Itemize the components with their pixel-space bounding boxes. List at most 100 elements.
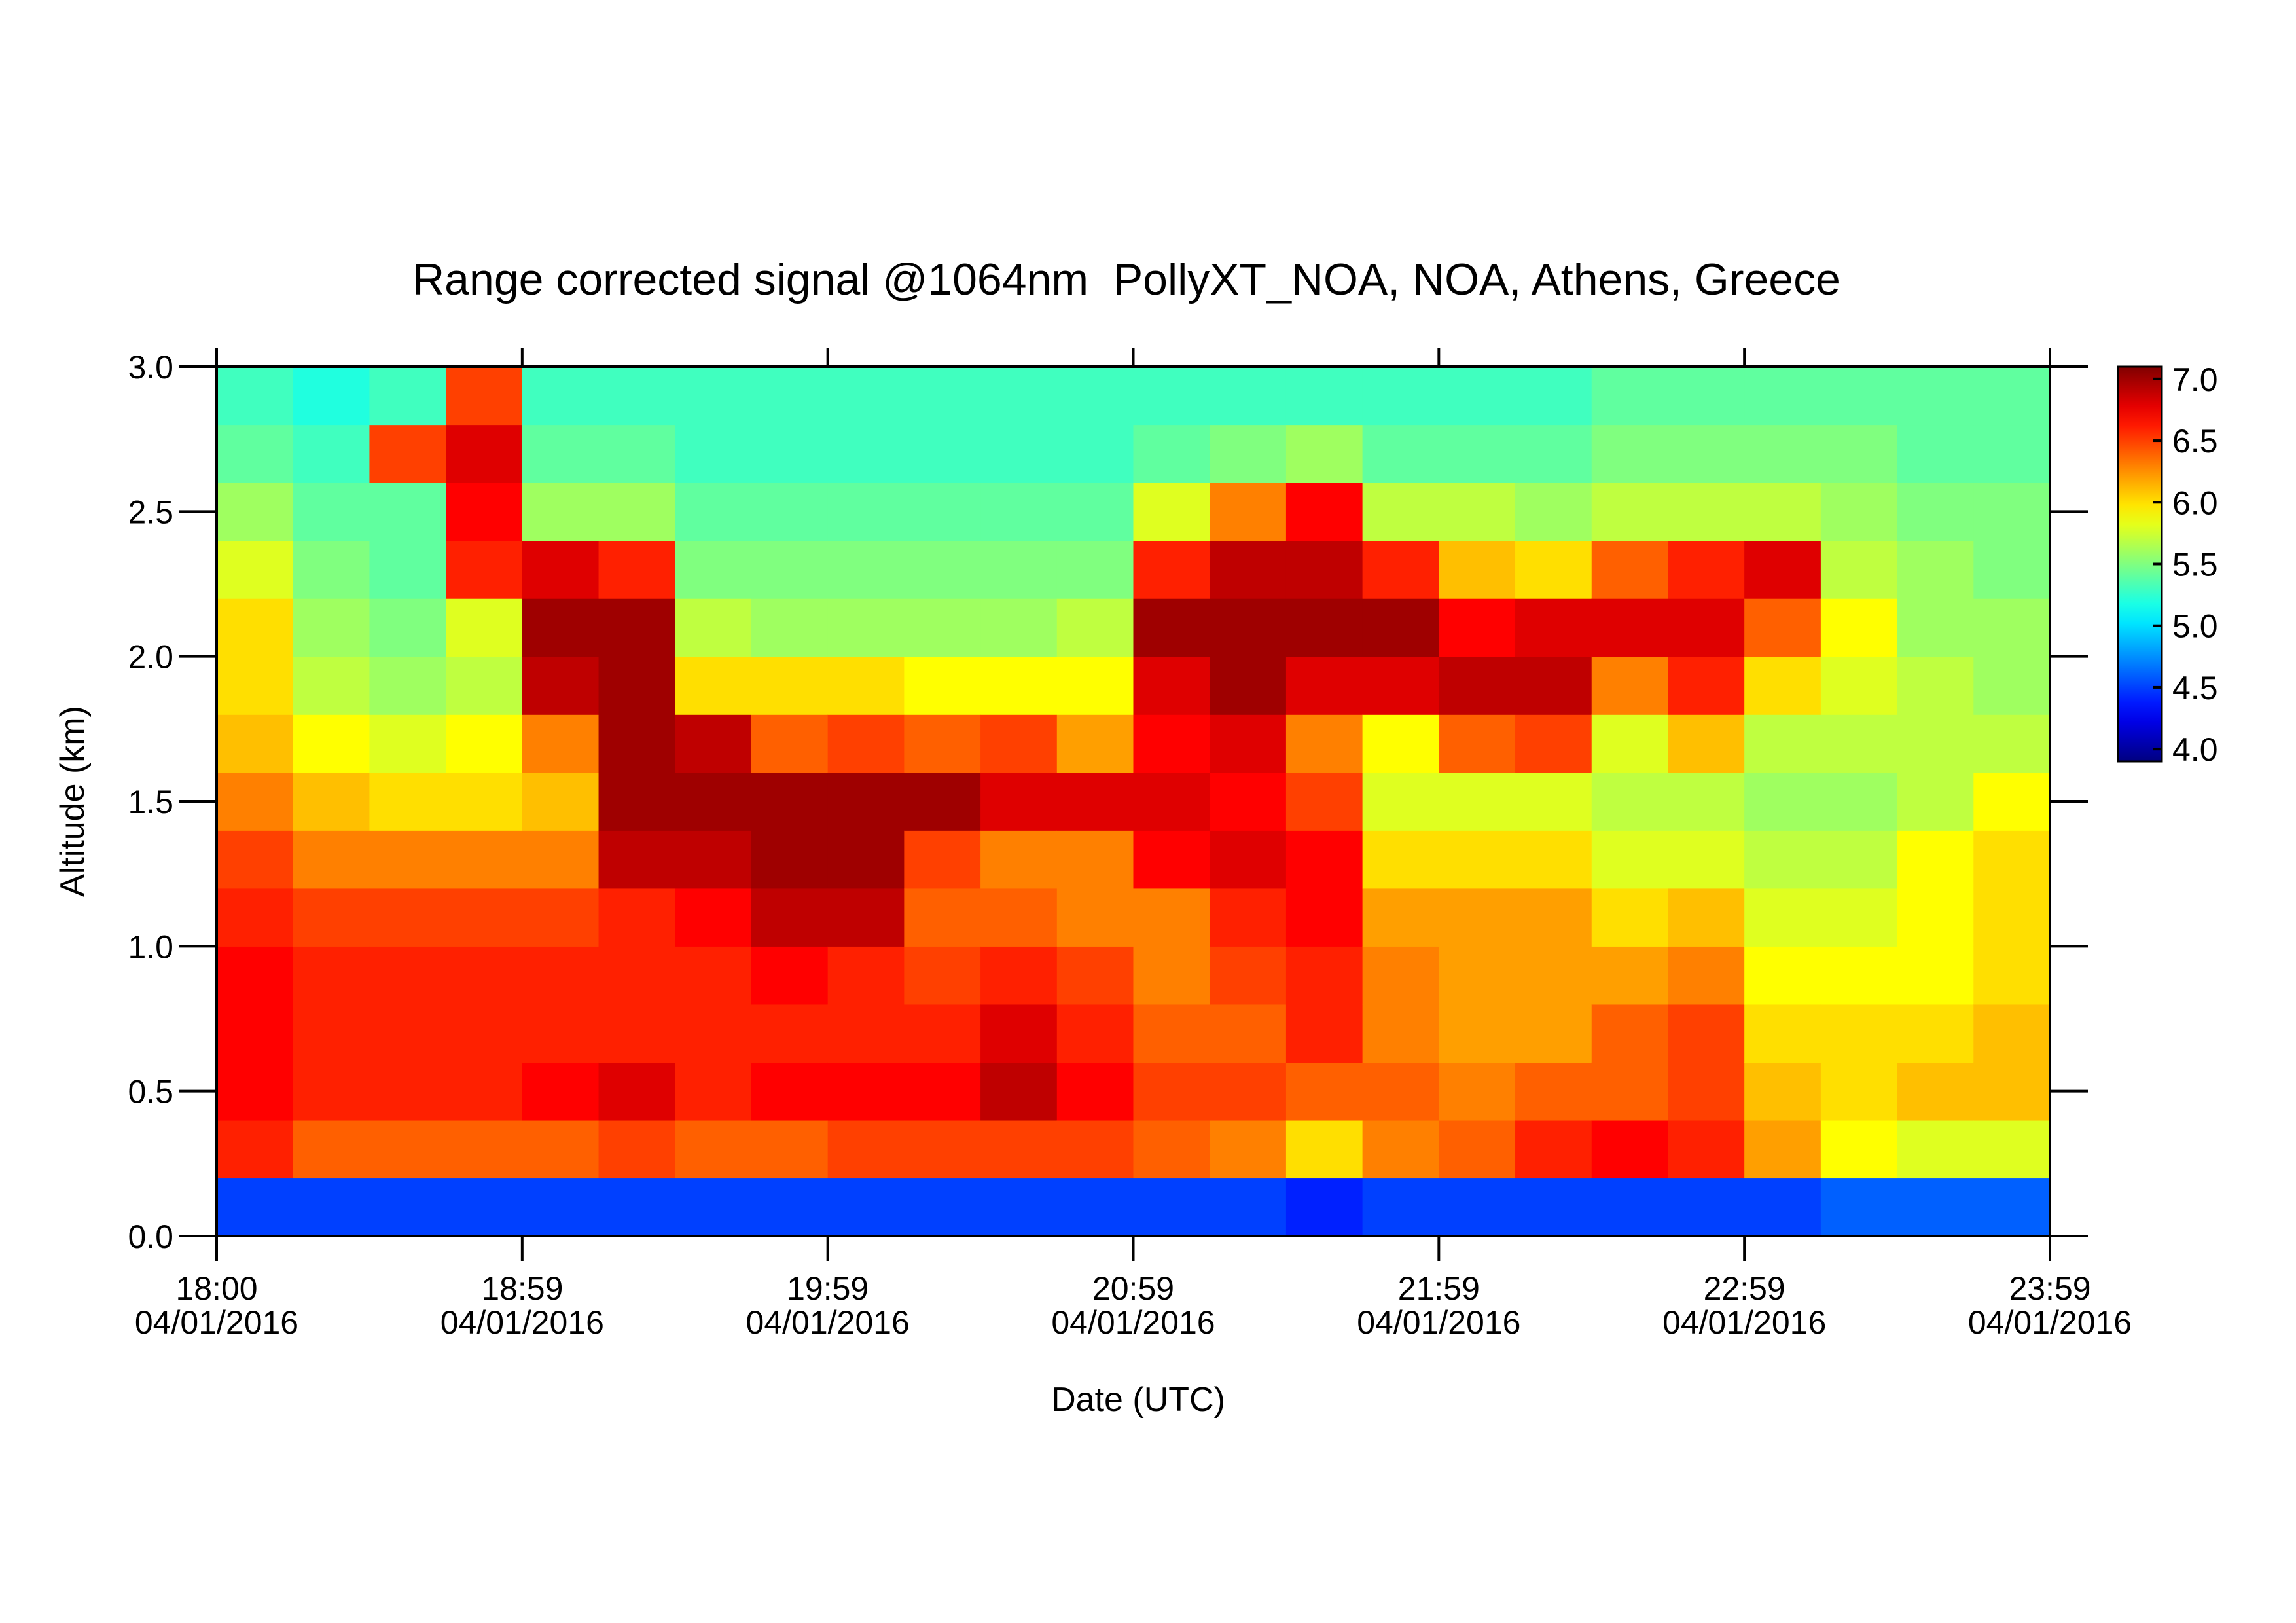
heatmap-cell xyxy=(1285,1062,1363,1121)
heatmap-cell xyxy=(1515,483,1592,541)
heatmap-cell xyxy=(1133,1004,1210,1063)
heatmap-cell xyxy=(904,1062,981,1121)
heatmap-cell xyxy=(293,424,370,483)
heatmap-cell xyxy=(369,1120,446,1179)
heatmap-cell xyxy=(827,1178,905,1237)
heatmap-cell xyxy=(751,1120,829,1179)
heatmap-cell xyxy=(1285,772,1363,831)
heatmap-cell xyxy=(369,830,446,889)
heatmap-cell xyxy=(904,714,981,773)
heatmap-cell xyxy=(446,367,523,426)
chart-title: Range corrected signal @1064nm PollyXT_N… xyxy=(412,255,1840,304)
heatmap-cell xyxy=(675,772,752,831)
heatmap-cell xyxy=(217,1178,294,1237)
heatmap-cell xyxy=(1668,1120,1745,1179)
heatmap-cell xyxy=(293,714,370,773)
heatmap-cell xyxy=(827,1004,905,1063)
heatmap-cell xyxy=(598,1120,675,1179)
heatmap-cell xyxy=(1210,830,1287,889)
heatmap-cell xyxy=(369,483,446,541)
heatmap-cell xyxy=(1362,888,1439,947)
heatmap-cell xyxy=(1362,1120,1439,1179)
heatmap-cell xyxy=(1439,1062,1516,1121)
heatmap-cell xyxy=(980,1004,1058,1063)
colorbar-tick-label: 5.5 xyxy=(2172,547,2218,583)
heatmap-cell xyxy=(598,656,675,715)
heatmap-cell xyxy=(1744,424,1821,483)
y-tick-label: 2.0 xyxy=(128,639,173,676)
heatmap-cell xyxy=(1133,540,1210,599)
heatmap-cell xyxy=(446,1120,523,1179)
heatmap-cell xyxy=(980,540,1058,599)
y-tick-label: 0.5 xyxy=(128,1074,173,1110)
heatmap-cell xyxy=(293,540,370,599)
heatmap-cell xyxy=(293,1004,370,1063)
heatmap-cell xyxy=(1285,946,1363,1005)
heatmap-cell xyxy=(446,1062,523,1121)
heatmap-cell xyxy=(1515,830,1592,889)
heatmap-cell xyxy=(1133,1062,1210,1121)
heatmap-cell xyxy=(1439,830,1516,889)
heatmap-cell xyxy=(217,1062,294,1121)
colorbar-tick-label: 4.5 xyxy=(2172,670,2218,706)
y-tick-label: 1.5 xyxy=(128,784,173,820)
heatmap-cell xyxy=(675,1178,752,1237)
heatmap-cell xyxy=(1285,1004,1363,1063)
heatmap-cell xyxy=(217,483,294,541)
heatmap-cell xyxy=(293,367,370,426)
heatmap-cell xyxy=(1744,483,1821,541)
heatmap-cell xyxy=(675,714,752,773)
heatmap-cell xyxy=(1820,830,1898,889)
heatmap-cell xyxy=(904,772,981,831)
heatmap-cell xyxy=(1744,598,1821,657)
heatmap-cell xyxy=(1515,1062,1592,1121)
heatmap-cell xyxy=(1133,830,1210,889)
heatmap-cell xyxy=(1285,830,1363,889)
heatmap-cell xyxy=(446,656,523,715)
heatmap-cell xyxy=(1897,830,1974,889)
heatmap-cell xyxy=(1439,424,1516,483)
heatmap-cell xyxy=(1668,367,1745,426)
heatmap-cell xyxy=(751,1178,829,1237)
heatmap-cell xyxy=(1285,714,1363,773)
heatmap-cell xyxy=(293,888,370,947)
heatmap-cell xyxy=(827,483,905,541)
heatmap-cell xyxy=(1591,830,1669,889)
heatmap-cell xyxy=(1897,540,1974,599)
heatmap-cell xyxy=(1515,598,1592,657)
heatmap-cell xyxy=(980,656,1058,715)
heatmap-cell xyxy=(827,1120,905,1179)
heatmap-cell xyxy=(1591,540,1669,599)
heatmap-cell xyxy=(217,367,294,426)
x-tick-label: 19:59 04/01/2016 xyxy=(746,1270,910,1341)
heatmap-cell xyxy=(827,1062,905,1121)
x-tick-label: 23:59 04/01/2016 xyxy=(1968,1270,2132,1341)
colorbar-tick-label: 5.0 xyxy=(2172,608,2218,645)
heatmap-cell xyxy=(1591,656,1669,715)
heatmap-cell xyxy=(1973,1062,2051,1121)
heatmap-cell xyxy=(904,483,981,541)
heatmap-cell xyxy=(1515,772,1592,831)
heatmap-cell xyxy=(1591,1004,1669,1063)
heatmap-cell xyxy=(1285,367,1363,426)
y-tick-label: 2.5 xyxy=(128,494,173,530)
heatmap-cell xyxy=(980,1178,1058,1237)
heatmap-cell xyxy=(1439,598,1516,657)
heatmap-cell xyxy=(446,1178,523,1237)
heatmap-cell xyxy=(675,540,752,599)
heatmap-cell xyxy=(1439,1178,1516,1237)
heatmap-cell xyxy=(1973,1178,2051,1237)
heatmap-cell xyxy=(1210,946,1287,1005)
heatmap-cell xyxy=(1056,1004,1134,1063)
heatmap-cell xyxy=(675,483,752,541)
heatmap-cell xyxy=(1973,1004,2051,1063)
heatmap-cell xyxy=(1056,714,1134,773)
heatmap-cell xyxy=(217,772,294,831)
heatmap-cell xyxy=(1285,1120,1363,1179)
heatmap-cell xyxy=(522,656,600,715)
heatmap-cell xyxy=(904,367,981,426)
heatmap-cell xyxy=(522,483,600,541)
heatmap-cell xyxy=(1133,367,1210,426)
heatmap-cell xyxy=(1362,830,1439,889)
heatmap-cell xyxy=(598,714,675,773)
